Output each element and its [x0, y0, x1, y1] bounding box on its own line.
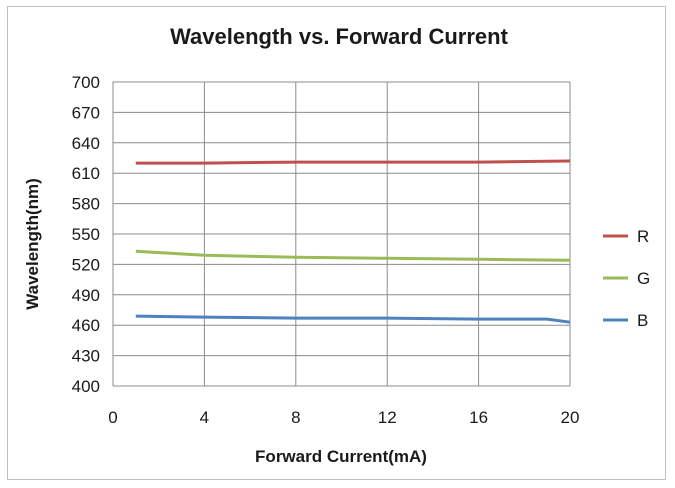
- y-tick-label: 430: [72, 347, 100, 366]
- x-tick-labels: 0 4 8 12 16 20: [108, 408, 579, 427]
- series-line-b: [135, 314, 571, 324]
- y-axis-label: Wavelength(nm): [23, 178, 42, 310]
- x-tick-label: 16: [469, 408, 488, 427]
- x-tick-label: 0: [108, 408, 117, 427]
- y-tick-label: 460: [72, 316, 100, 335]
- x-tick-label: 20: [561, 408, 580, 427]
- grid-lines: [112, 81, 571, 387]
- chart-frame: [7, 6, 666, 480]
- x-tick-label: 8: [291, 408, 300, 427]
- x-tick-label: 4: [200, 408, 209, 427]
- y-tick-label: 640: [72, 134, 100, 153]
- y-tick-label: 520: [72, 255, 100, 274]
- series-line-g: [135, 249, 571, 262]
- legend: R G B: [603, 227, 650, 330]
- legend-label-b: B: [637, 311, 648, 330]
- x-tick-label: 12: [378, 408, 397, 427]
- y-tick-label: 700: [72, 73, 100, 92]
- legend-label-r: R: [637, 227, 649, 246]
- y-tick-label: 550: [72, 225, 100, 244]
- series-line-r: [135, 159, 571, 165]
- y-tick-label: 400: [72, 377, 100, 396]
- series-lines: [135, 159, 571, 324]
- chart-title: Wavelength vs. Forward Current: [170, 24, 508, 49]
- legend-label-g: G: [637, 269, 650, 288]
- y-tick-labels: 400 430 460 490 520 550 580 610 640 670 700: [72, 73, 100, 396]
- y-tick-label: 610: [72, 164, 100, 183]
- x-axis-label: Forward Current(mA): [255, 447, 427, 466]
- y-tick-label: 490: [72, 286, 100, 305]
- y-tick-label: 580: [72, 195, 100, 214]
- y-tick-label: 670: [72, 103, 100, 122]
